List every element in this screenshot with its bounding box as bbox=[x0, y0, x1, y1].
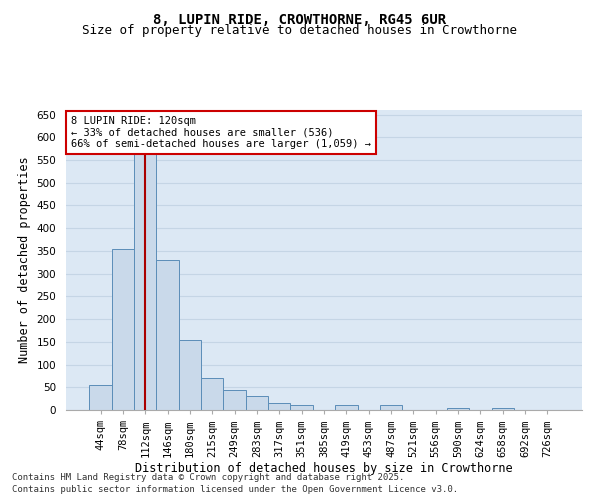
Bar bbox=[447, 408, 469, 410]
Bar bbox=[134, 132, 157, 410]
Text: 8 LUPIN RIDE: 120sqm
← 33% of detached houses are smaller (536)
66% of semi-deta: 8 LUPIN RIDE: 120sqm ← 33% of detached h… bbox=[71, 116, 371, 149]
Text: Contains public sector information licensed under the Open Government Licence v3: Contains public sector information licen… bbox=[12, 485, 458, 494]
Bar bbox=[223, 390, 246, 410]
Bar bbox=[201, 378, 223, 410]
Bar bbox=[335, 406, 358, 410]
Y-axis label: Number of detached properties: Number of detached properties bbox=[18, 156, 31, 364]
X-axis label: Distribution of detached houses by size in Crowthorne: Distribution of detached houses by size … bbox=[135, 462, 513, 475]
Bar bbox=[179, 340, 201, 410]
Text: Contains HM Land Registry data © Crown copyright and database right 2025.: Contains HM Land Registry data © Crown c… bbox=[12, 474, 404, 482]
Bar bbox=[491, 408, 514, 410]
Bar bbox=[380, 406, 402, 410]
Bar bbox=[246, 396, 268, 410]
Bar bbox=[89, 385, 112, 410]
Bar bbox=[157, 260, 179, 410]
Text: Size of property relative to detached houses in Crowthorne: Size of property relative to detached ho… bbox=[83, 24, 517, 37]
Bar bbox=[290, 406, 313, 410]
Bar bbox=[268, 403, 290, 410]
Text: 8, LUPIN RIDE, CROWTHORNE, RG45 6UR: 8, LUPIN RIDE, CROWTHORNE, RG45 6UR bbox=[154, 12, 446, 26]
Bar bbox=[112, 248, 134, 410]
